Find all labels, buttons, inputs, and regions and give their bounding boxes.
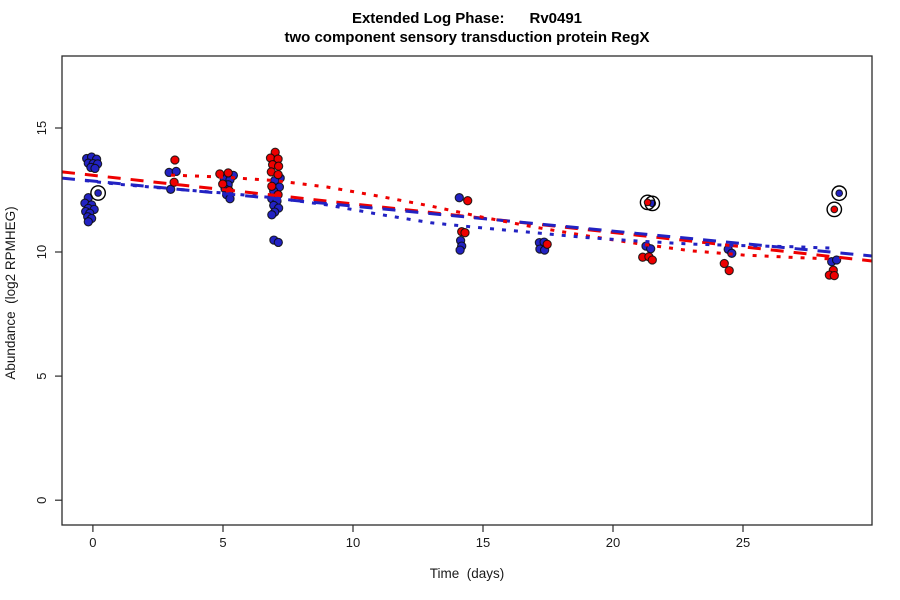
data-points-layer [80, 147, 842, 281]
y-axis: 0 5 10 15 [34, 121, 62, 504]
chart-subtitle: two component sensory transduction prote… [284, 29, 649, 46]
outlier-circle-mark [831, 185, 848, 202]
data-point-replicate-red [542, 239, 552, 249]
x-tick-label: 5 [219, 535, 226, 550]
x-tick-label: 0 [89, 535, 96, 550]
data-point-replicate-red [724, 265, 734, 276]
data-point-replicate-blue [267, 210, 277, 220]
data-point-replicate-blue [90, 163, 100, 174]
data-point-replicate-red [273, 161, 284, 171]
x-axis-label: Time (days) [430, 566, 505, 581]
x-tick-label: 25 [736, 535, 750, 550]
data-point-replicate-red [169, 177, 179, 187]
data-point-replicate-blue [83, 217, 93, 227]
circled-point-replicate-red [830, 205, 839, 214]
data-point-replicate-red [647, 255, 657, 265]
data-point-replicate-red [460, 228, 470, 238]
data-point-replicate-red [170, 155, 180, 165]
data-point-replicate-blue [831, 255, 842, 265]
y-tick-label: 10 [34, 245, 49, 259]
outlier-circle-mark [639, 194, 656, 211]
outlier-circle-mark [826, 201, 843, 218]
plot-area-border [61, 55, 873, 526]
blue-loess-fit-line [84, 179, 837, 250]
circled-point-replicate-blue [94, 189, 102, 197]
circled-point-replicate-red [643, 198, 652, 207]
blue-linear-fit-line [61, 176, 873, 258]
data-point-replicate-red [223, 168, 233, 178]
data-point-replicate-red [273, 169, 283, 180]
y-tick-label: 15 [34, 121, 49, 135]
data-point-replicate-red [829, 270, 839, 281]
x-tick-label: 20 [606, 535, 620, 550]
x-tick-label: 15 [476, 535, 490, 550]
chart-title: Extended Log Phase: Rv0491 [352, 10, 582, 27]
y-axis-label: Abundance (log2 RPMHEG) [3, 206, 18, 379]
circled-point-replicate-blue [835, 189, 844, 198]
y-tick-label: 5 [34, 372, 49, 379]
y-tick-label: 0 [34, 497, 49, 504]
x-tick-label: 10 [346, 535, 360, 550]
data-point-replicate-red [463, 196, 473, 206]
x-axis: 0 5 10 15 20 25 [89, 525, 750, 550]
data-point-replicate-blue [455, 245, 465, 255]
data-point-replicate-blue [454, 193, 464, 203]
data-point-replicate-blue [171, 166, 181, 177]
data-point-replicate-red [218, 179, 228, 189]
outlier-circle-mark [90, 185, 107, 201]
circled-points-layer [90, 185, 848, 218]
data-point-replicate-blue [273, 237, 283, 248]
trend-lines-layer [61, 170, 873, 263]
data-point-replicate-red [719, 258, 729, 269]
data-point-replicate-red [267, 181, 277, 191]
red-linear-fit-line [61, 170, 873, 263]
